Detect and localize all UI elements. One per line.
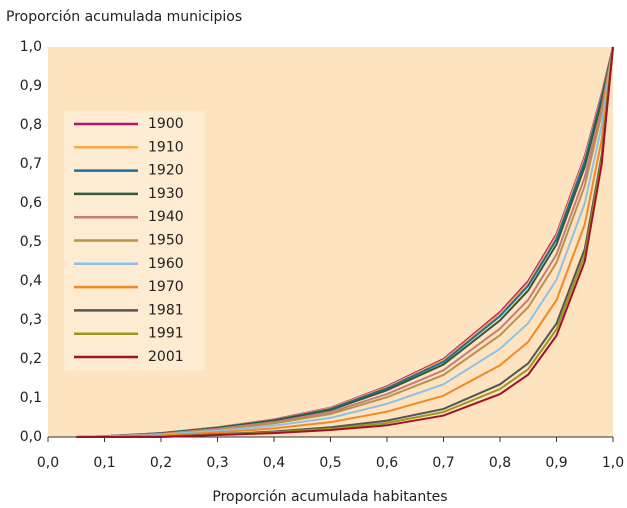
legend-label: 1910 xyxy=(148,139,184,155)
x-tick-label: 1,0 xyxy=(602,455,624,471)
series-line xyxy=(76,46,614,438)
x-tick-label: 0,9 xyxy=(545,455,567,471)
y-tick-label: 0,4 xyxy=(20,273,42,289)
x-tick-label: 0,1 xyxy=(93,455,115,471)
legend-label: 2001 xyxy=(148,349,184,365)
x-tick-label: 0,4 xyxy=(263,455,285,471)
x-tick-label: 0,8 xyxy=(489,455,511,471)
y-tick-label: 0,7 xyxy=(20,156,42,172)
y-tick-label: 0,2 xyxy=(20,351,42,367)
x-tick-label: 0,3 xyxy=(206,455,228,471)
x-axis-label: Proporción acumulada habitantes xyxy=(212,489,447,505)
legend-label: 1900 xyxy=(148,116,184,132)
x-tick-label: 0,7 xyxy=(432,455,454,471)
legend-label: 1930 xyxy=(148,186,184,202)
y-tick-label: 0,9 xyxy=(20,78,42,94)
chart-title: Proporción acumulada municipios xyxy=(6,9,242,25)
y-tick-label: 0,0 xyxy=(20,429,42,445)
legend-label: 1960 xyxy=(148,256,184,272)
x-tick-label: 0,2 xyxy=(150,455,172,471)
legend-label: 1920 xyxy=(148,163,184,179)
y-tick-label: 1,0 xyxy=(20,39,42,55)
legend-label: 1940 xyxy=(148,209,184,225)
legend-label: 1970 xyxy=(148,279,184,295)
y-tick-label: 0,5 xyxy=(20,234,42,250)
y-tick-label: 0,8 xyxy=(20,117,42,133)
y-tick-label: 0,1 xyxy=(20,390,42,406)
x-tick-label: 0,6 xyxy=(376,455,398,471)
y-tick-label: 0,6 xyxy=(20,195,42,211)
x-tick-label: 0,5 xyxy=(319,455,341,471)
y-tick-label: 0,3 xyxy=(20,312,42,328)
legend-label: 1950 xyxy=(148,233,184,249)
legend-label: 1991 xyxy=(148,326,184,342)
series-line xyxy=(76,46,614,438)
x-tick-label: 0,0 xyxy=(37,455,59,471)
legend-label: 1981 xyxy=(148,302,184,318)
